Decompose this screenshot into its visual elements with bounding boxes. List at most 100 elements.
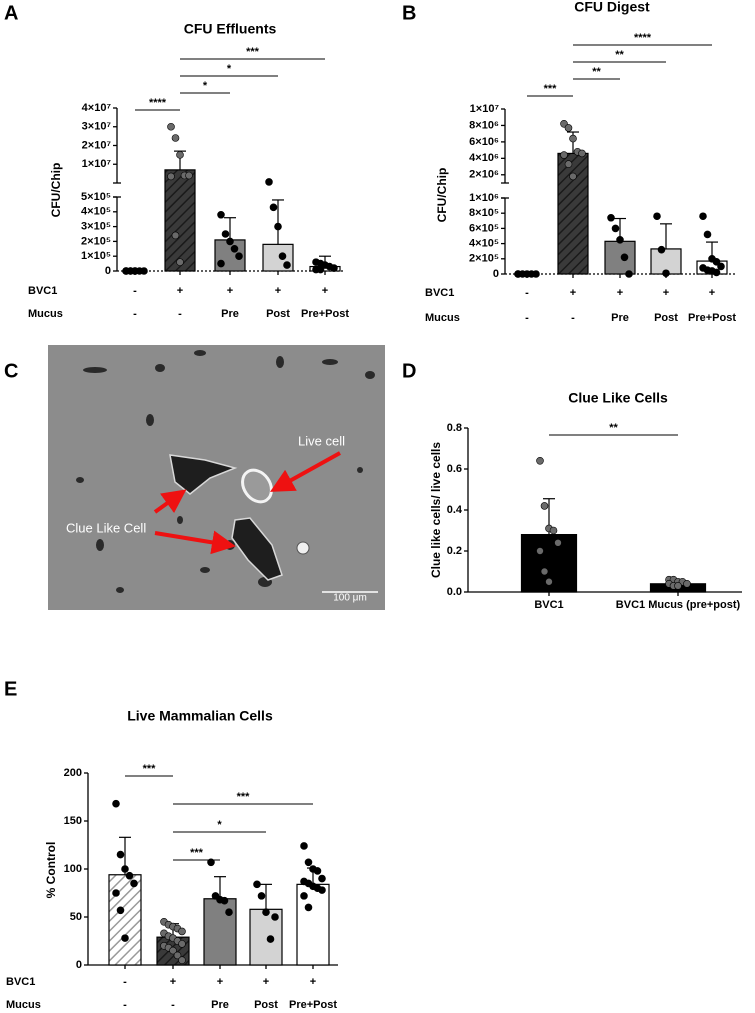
data-point [620,253,629,262]
y-tick-label: 6×10⁶ [469,136,499,148]
y-tick-label: 8×10⁶ [469,119,499,131]
x-tick-label: - [178,308,182,320]
data-point [253,880,261,889]
chart-title: CFU Digest [574,0,650,15]
row-label: Mucus [425,312,460,324]
y-tick-label: 4×10⁷ [82,102,112,114]
data-point [116,850,125,859]
significance-label: * [227,63,232,75]
data-point [300,892,308,900]
significance-label: *** [190,847,204,859]
data-point [532,270,540,278]
data-point [269,203,278,212]
x-tick-label: + [263,976,269,988]
data-point [176,151,184,159]
data-point [578,149,586,158]
x-tick-label: Pre [211,999,229,1011]
x-tick-label: + [227,285,233,297]
x-tick-label: + [310,976,316,988]
data-point [257,892,266,900]
y-tick-label: 2×10⁶ [469,169,499,181]
panel-letter: D [402,360,416,382]
chart-title: Live Mammalian Cells [127,708,273,724]
data-point [560,151,568,159]
bar [604,240,636,275]
panel-letter: E [4,678,17,700]
data-point [176,258,184,266]
x-tick-label: + [617,287,623,299]
y-tick-label: 0 [493,268,499,280]
x-tick-label: - [525,287,529,299]
data-point [703,230,712,239]
y-tick-label: 200 [64,767,82,779]
data-point [313,867,322,875]
data-point [545,577,553,586]
x-tick-label: - [171,999,175,1011]
panel-letter: B [402,2,416,24]
x-tick-label: - [525,312,529,324]
data-point [540,567,549,576]
x-tick-label: + [709,287,715,299]
x-tick-label: Pre+Post [301,308,349,320]
data-point [712,268,721,277]
y-tick-label: 6×10⁵ [469,222,499,234]
x-tick-label: + [217,976,223,988]
x-tick-label: Post [254,999,278,1011]
y-tick-label: 0.4 [447,504,463,516]
row-label: Mucus [6,999,41,1011]
y-tick-label: 1×10⁵ [81,250,111,262]
significance-label: *** [246,46,260,58]
data-point [226,237,234,246]
data-point [318,886,326,894]
live-cell [241,468,273,504]
data-point [121,934,129,942]
data-point [283,261,291,269]
data-point [178,956,186,965]
y-tick-label: 0.0 [447,586,462,598]
data-point [569,172,577,181]
y-tick-label: 100 [64,863,82,875]
data-point [607,213,615,222]
data-point [717,262,725,271]
chart-title: CFU Effluents [184,21,277,37]
y-tick-label: 0.2 [447,545,462,557]
y-tick-label: 4×10⁶ [469,152,499,164]
x-tick-label: Pre+Post [688,312,736,324]
data-point [262,908,270,917]
x-tick-label: - [123,976,127,988]
data-point [536,456,544,465]
data-point [611,224,620,233]
data-point [140,267,148,275]
x-tick-label: + [663,287,669,299]
data-point [266,935,275,943]
micrograph [48,345,385,610]
y-tick-label: 2×10⁵ [469,253,499,265]
y-tick-label: 1×10⁷ [82,158,112,170]
data-point [653,212,661,221]
data-point [130,879,138,888]
row-label: BVC1 [28,285,57,297]
y-tick-label: 0 [105,265,111,277]
y-axis-label: Clue like cells/ live cells [429,442,443,578]
data-point [220,896,229,905]
x-tick-label: + [170,976,176,988]
data-point [657,245,666,254]
data-point [271,913,279,921]
x-tick-label: Pre [221,308,239,320]
significance-label: *** [143,763,157,775]
y-tick-label: 1×10⁷ [470,103,500,115]
data-point [167,172,175,181]
row-label: BVC1 [6,976,35,988]
y-axis-label: % Control [44,842,58,899]
data-point [235,252,243,261]
data-point [540,502,549,510]
data-point [318,874,326,883]
data-point [121,865,129,873]
data-point [316,265,325,274]
y-axis-label: CFU/Chip [49,163,63,218]
bar [203,898,237,966]
x-tick-label: BVC1 [534,599,563,611]
y-axis-label: CFU/Chip [435,168,449,223]
x-tick-label: Pre+Post [289,999,337,1011]
